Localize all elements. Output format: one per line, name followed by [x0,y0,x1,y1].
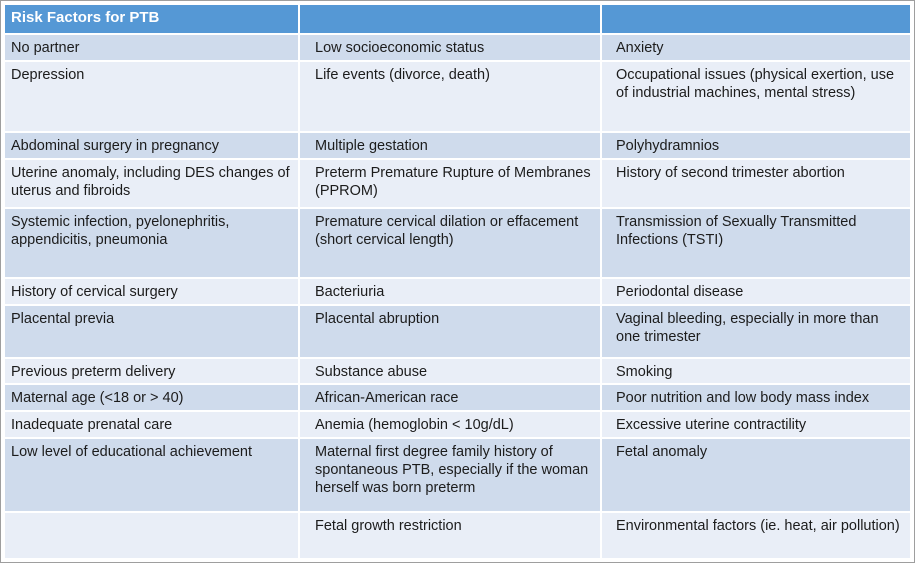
table-cell: History of second trimester abortion [602,160,910,207]
table-cell: History of cervical surgery [5,279,298,304]
table-cell: Low socioeconomic status [300,35,600,60]
table-cell: Abdominal surgery in pregnancy [5,133,298,158]
table-cell: Multiple gestation [300,133,600,158]
table-row: Maternal age (<18 or > 40) African-Ameri… [5,385,910,410]
table-cell: Polyhydramnios [602,133,910,158]
table-row: Low level of educational achievement Mat… [5,439,910,511]
table-cell: No partner [5,35,298,60]
table-row: Fetal growth restriction Environmental f… [5,513,910,558]
table-cell: Periodontal disease [602,279,910,304]
table-cell [5,513,298,558]
table-row: Placental previa Placental abruption Vag… [5,306,910,357]
table-cell: Smoking [602,359,910,383]
table-cell: Low level of educational achievement [5,439,298,511]
table-cell: Placental previa [5,306,298,357]
table-cell: Anemia (hemoglobin < 10g/dL) [300,412,600,437]
table-cell: Poor nutrition and low body mass index [602,385,910,410]
table-row: Previous preterm delivery Substance abus… [5,359,910,383]
table-cell: Systemic infection, pyelonephritis, appe… [5,209,298,277]
table-cell: Fetal anomaly [602,439,910,511]
table-cell: Maternal first degree family history of … [300,439,600,511]
table-cell: Uterine anomaly, including DES changes o… [5,160,298,207]
table-cell: Life events (divorce, death) [300,62,600,131]
table-cell: Preterm Premature Rupture of Membranes (… [300,160,600,207]
table-row: Systemic infection, pyelonephritis, appe… [5,209,910,277]
table-header-row: Risk Factors for PTB [5,5,910,33]
table-cell: Vaginal bleeding, especially in more tha… [602,306,910,357]
table-cell: Transmission of Sexually Transmitted Inf… [602,209,910,277]
table-title: Risk Factors for PTB [5,5,298,33]
table-cell: Depression [5,62,298,131]
risk-factors-table: Risk Factors for PTB No partner Low soci… [5,5,910,558]
table-cell: Anxiety [602,35,910,60]
table-cell: Placental abruption [300,306,600,357]
table-row: Depression Life events (divorce, death) … [5,62,910,131]
table-cell: Occupational issues (physical exertion, … [602,62,910,131]
table-row: Abdominal surgery in pregnancy Multiple … [5,133,910,158]
header-cell-empty [300,5,600,33]
header-cell-empty [602,5,910,33]
table-cell: Excessive uterine contractility [602,412,910,437]
table-cell: Premature cervical dilation or effacemen… [300,209,600,277]
table-cell: Substance abuse [300,359,600,383]
table-row: History of cervical surgery Bacteriuria … [5,279,910,304]
table-row: No partner Low socioeconomic status Anxi… [5,35,910,60]
table-cell: Bacteriuria [300,279,600,304]
table-cell: Environmental factors (ie. heat, air pol… [602,513,910,558]
table-row: Inadequate prenatal care Anemia (hemoglo… [5,412,910,437]
table-cell: African-American race [300,385,600,410]
table-cell: Maternal age (<18 or > 40) [5,385,298,410]
table-cell: Inadequate prenatal care [5,412,298,437]
table-row: Uterine anomaly, including DES changes o… [5,160,910,207]
table-cell: Fetal growth restriction [300,513,600,558]
table-cell: Previous preterm delivery [5,359,298,383]
